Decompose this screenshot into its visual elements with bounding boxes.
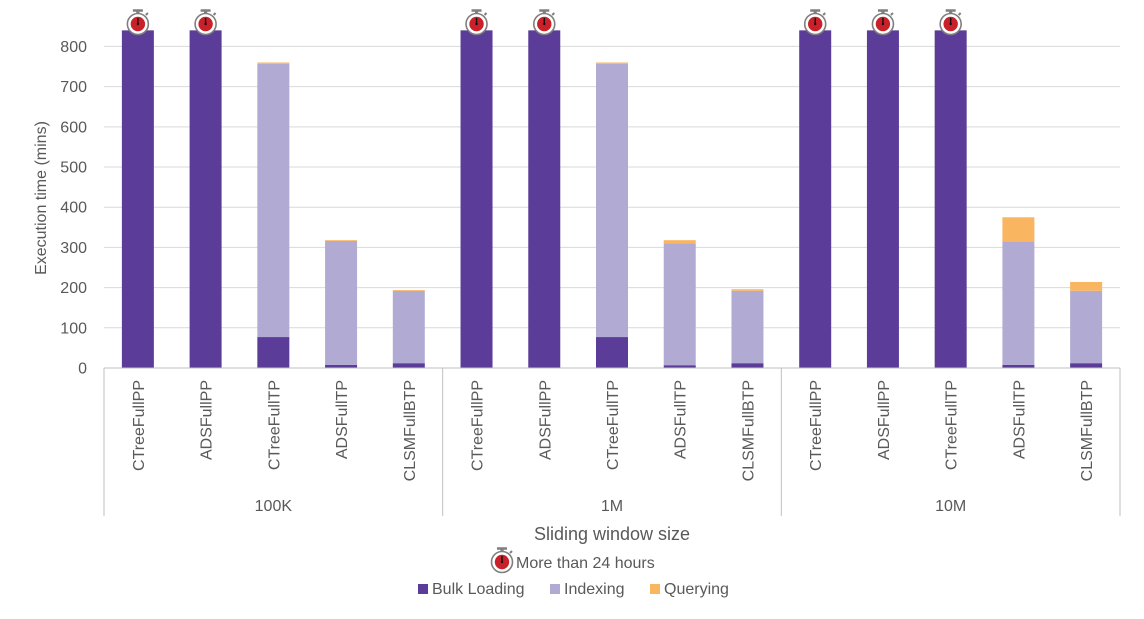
bar-segment-querying [1070, 281, 1103, 291]
bar-segment-querying [731, 289, 764, 291]
y-tick-label: 400 [60, 200, 87, 217]
x-tick-label: ADSFullPP [537, 380, 554, 460]
x-tick-label: ADSFullTP [1011, 380, 1028, 459]
bar-segment-querying [392, 290, 425, 291]
y-tick-label: 700 [60, 79, 87, 96]
bar-segment-bulk-loading [392, 363, 425, 368]
bar-segment-bulk-loading [1070, 363, 1103, 368]
bar-segment-querying [1002, 217, 1035, 242]
bar-segment-bulk-loading [189, 30, 222, 368]
bar-segment-bulk-loading [866, 30, 899, 368]
bar-segment-indexing [1070, 290, 1103, 364]
stopwatch-icon [803, 9, 827, 36]
y-tick-label: 100 [60, 320, 87, 337]
stopwatch-icon [490, 547, 514, 574]
y-tick-label: 200 [60, 280, 87, 297]
bar-segment-querying [663, 240, 696, 244]
x-axis-label: Sliding window size [534, 524, 690, 544]
y-tick-label: 800 [60, 39, 87, 56]
x-tick-label: CLSMFullBTP [740, 380, 757, 481]
bar-segment-indexing [257, 63, 290, 338]
x-tick-label: CLSMFullBTP [1079, 380, 1096, 481]
stopwatch-icon [532, 9, 557, 36]
y-tick-label: 300 [60, 240, 87, 257]
legend-label: Indexing [564, 581, 625, 598]
x-tick-label: CTreeFullTP [266, 380, 283, 470]
stopwatch-icon [464, 9, 489, 36]
x-tick-label: ADSFullTP [334, 380, 351, 459]
bar-segment-indexing [325, 240, 358, 365]
bar-segment-bulk-loading [257, 337, 290, 368]
x-tick-label: CTreeFullTP [944, 380, 961, 470]
bar-segment-bulk-loading [731, 363, 764, 368]
bar-segment-indexing [731, 290, 764, 364]
bar-series [121, 30, 1103, 368]
bar-segment-bulk-loading [799, 30, 832, 368]
bar-segment-bulk-loading [460, 30, 493, 368]
bar-segment-querying [257, 62, 290, 64]
bar-segment-bulk-loading [121, 30, 154, 368]
stopwatch-icon [938, 9, 963, 36]
bar-segment-bulk-loading [528, 30, 561, 368]
x-tick-label: CTreeFullPP [470, 380, 487, 471]
y-tick-label: 500 [60, 160, 87, 177]
bar-segment-indexing [392, 290, 425, 364]
legend-label: Querying [664, 581, 729, 598]
bar-segment-querying [596, 62, 628, 64]
x-tick-label: ADSFullPP [876, 380, 893, 460]
timeout-legend-label: More than 24 hours [516, 555, 655, 572]
bar-segment-querying [325, 240, 358, 241]
timeout-legend: More than 24 hours [490, 547, 655, 574]
bar-segment-bulk-loading [325, 364, 358, 368]
legend-swatch [418, 584, 428, 594]
y-tick-label: 600 [60, 119, 87, 136]
x-tick-label: ADSFullTP [673, 380, 690, 459]
bar-segment-bulk-loading [596, 337, 628, 368]
x-tick-label: CTreeFullTP [605, 380, 622, 470]
x-tick-label: ADSFullPP [199, 380, 216, 460]
group-label: 1M [601, 498, 623, 515]
bar-segment-bulk-loading [663, 365, 696, 368]
bar-segment-indexing [1002, 241, 1035, 365]
stopwatch-icon [193, 9, 218, 36]
x-tick-label: CTreeFullPP [131, 380, 148, 471]
group-label: 10M [935, 498, 966, 515]
stopwatch-icon [126, 9, 150, 36]
bar-segment-indexing [663, 243, 696, 366]
legend-swatch [650, 584, 660, 594]
y-tick-label: 0 [78, 361, 87, 378]
bar-segment-indexing [596, 63, 628, 338]
y-axis-label: Execution time (mins) [33, 121, 50, 275]
y-tick-labels: 0 100 200 300 400 500 600 700 800 [60, 39, 87, 378]
timeout-markers [126, 9, 963, 36]
bar-segment-bulk-loading [1002, 364, 1035, 368]
x-axis: CTreeFullPP ADSFullPP CTreeFullTP ADSFullTP… [103, 367, 1121, 516]
legend-swatch [550, 584, 560, 594]
legend: Bulk Loading Indexing Querying [418, 581, 729, 598]
x-tick-label: CTreeFullPP [808, 380, 825, 471]
x-tick-label: CLSMFullBTP [402, 380, 419, 481]
stopwatch-icon [871, 9, 895, 36]
legend-label: Bulk Loading [432, 581, 525, 598]
bar-segment-bulk-loading [934, 30, 967, 368]
group-label: 100K [255, 498, 293, 515]
